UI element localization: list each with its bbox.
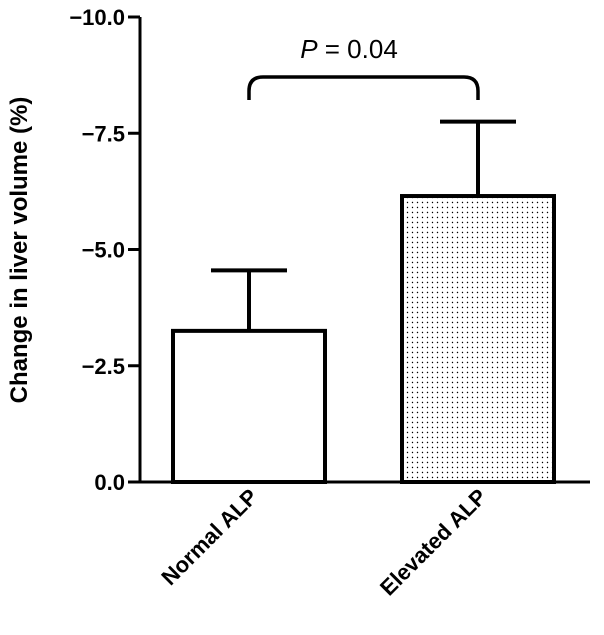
error-bars (211, 119, 516, 331)
y-axis: 0.0 −2.5 −5.0 −7.5 −10.0 (69, 5, 142, 495)
p-value-label: P = 0.04 (300, 34, 398, 64)
y-tick-label: 0.0 (94, 470, 125, 495)
bars (171, 194, 556, 484)
y-tick-label: −7.5 (82, 121, 125, 146)
y-tick-label: −5.0 (82, 238, 125, 263)
category-label: Elevated ALP (375, 484, 492, 601)
category-labels: Normal ALP Elevated ALP (156, 484, 491, 601)
p-symbol: P (300, 34, 318, 64)
significance-annotation: P = 0.04 (247, 34, 480, 100)
y-ticks: 0.0 −2.5 −5.0 −7.5 −10.0 (69, 5, 140, 495)
y-tick-label: −10.0 (69, 5, 125, 30)
significance-bracket (247, 75, 480, 100)
y-tick-label: −2.5 (82, 354, 125, 379)
y-axis-label: Change in liver volume (%) (6, 97, 33, 404)
bar-normal-alp (171, 328, 327, 484)
bar-elevated-alp (400, 194, 556, 484)
p-value: = 0.04 (318, 34, 398, 64)
category-label: Normal ALP (156, 484, 262, 590)
